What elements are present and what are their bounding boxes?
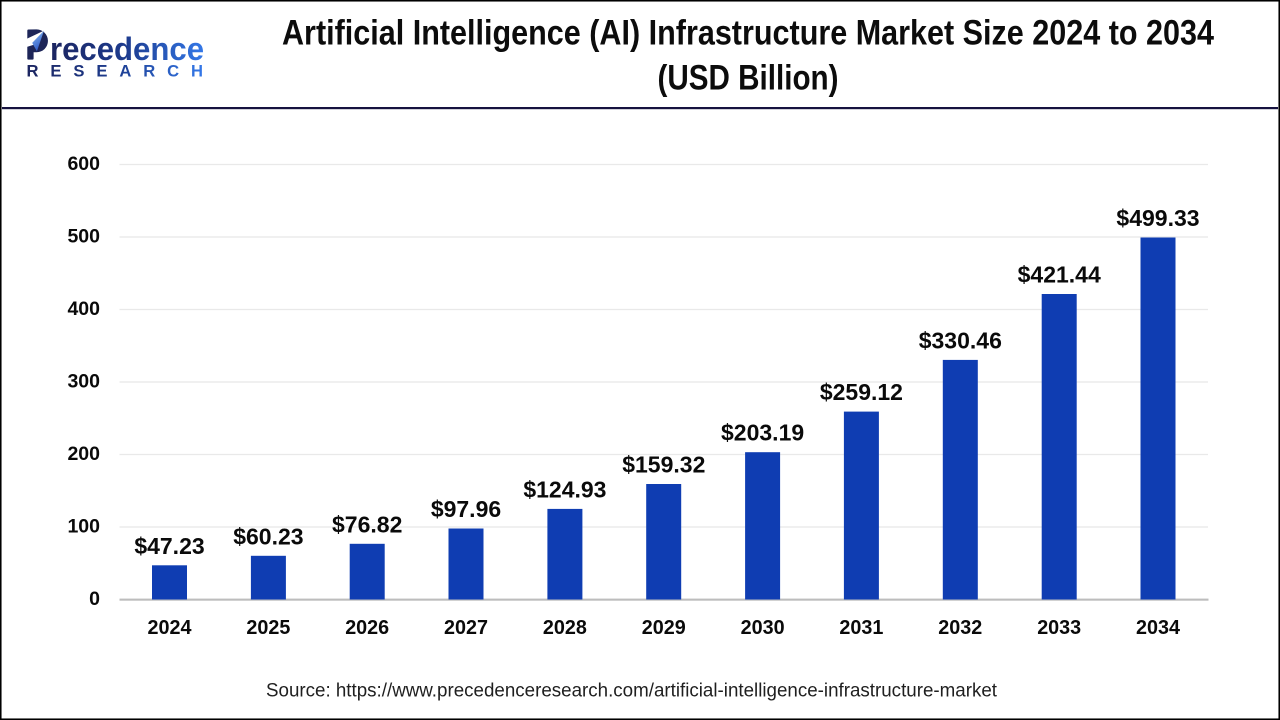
svg-text:$76.82: $76.82 xyxy=(332,511,402,537)
svg-text:$330.46: $330.46 xyxy=(919,327,1002,353)
svg-text:2026: 2026 xyxy=(345,617,389,639)
svg-text:2032: 2032 xyxy=(938,617,982,639)
svg-text:Artificial Intelligence (AI) I: Artificial Intelligence (AI) Infrastruct… xyxy=(282,13,1214,52)
svg-text:(USD Billion): (USD Billion) xyxy=(658,58,839,97)
svg-text:2027: 2027 xyxy=(444,617,488,639)
svg-text:2034: 2034 xyxy=(1136,617,1181,639)
svg-text:300: 300 xyxy=(67,370,100,392)
svg-text:2031: 2031 xyxy=(839,617,883,639)
svg-text:0: 0 xyxy=(89,588,100,610)
svg-text:2030: 2030 xyxy=(741,617,785,639)
svg-text:100: 100 xyxy=(67,515,100,537)
svg-text:200: 200 xyxy=(67,443,100,465)
svg-text:$124.93: $124.93 xyxy=(523,476,606,502)
svg-text:400: 400 xyxy=(67,298,100,320)
svg-text:$203.19: $203.19 xyxy=(721,420,804,446)
svg-text:$259.12: $259.12 xyxy=(820,379,903,405)
svg-text:2033: 2033 xyxy=(1037,617,1081,639)
svg-text:$97.96: $97.96 xyxy=(431,496,501,522)
svg-text:2025: 2025 xyxy=(246,617,290,639)
svg-text:recedence: recedence xyxy=(50,31,204,67)
svg-text:2028: 2028 xyxy=(543,617,587,639)
svg-text:500: 500 xyxy=(67,225,100,247)
svg-text:$421.44: $421.44 xyxy=(1018,262,1101,288)
svg-text:600: 600 xyxy=(67,153,100,175)
svg-text:2024: 2024 xyxy=(148,617,193,639)
svg-text:$159.32: $159.32 xyxy=(622,452,705,478)
svg-text:$47.23: $47.23 xyxy=(134,533,204,559)
svg-text:$60.23: $60.23 xyxy=(233,523,303,549)
svg-text:$499.33: $499.33 xyxy=(1116,205,1199,231)
svg-text:Source: https://www.precedence: Source: https://www.precedenceresearch.c… xyxy=(266,679,998,701)
svg-text:2029: 2029 xyxy=(642,617,686,639)
